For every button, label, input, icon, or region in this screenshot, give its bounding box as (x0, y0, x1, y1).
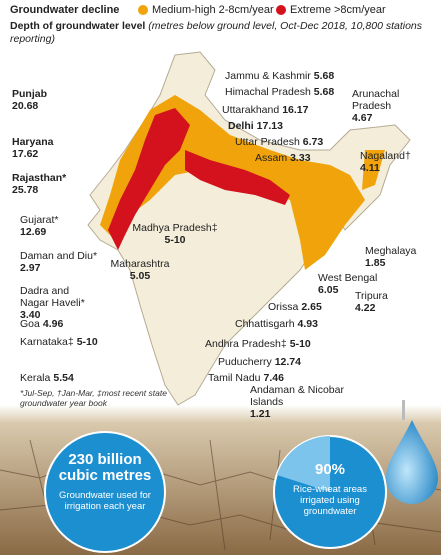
state-value: 25.78 (12, 184, 39, 196)
islands (402, 400, 405, 420)
state-name: Dadra and Nagar Haveli* (20, 285, 85, 309)
state-name: Arunachal Pradesh (352, 88, 400, 112)
state-name: Chhattisgarh (235, 318, 295, 330)
state-value: 17.13 (256, 120, 283, 132)
state-name: Delhi (228, 120, 254, 132)
state-name: Nagaland† (360, 150, 411, 162)
state-name: Assam (255, 152, 288, 164)
state-value: 4.11 (360, 162, 380, 174)
state-value: 20.68 (12, 100, 39, 112)
region (185, 150, 290, 205)
state-name: Rajasthan* (12, 172, 67, 184)
state-value: 5.05 (129, 270, 151, 282)
state-value: 17.62 (12, 148, 39, 160)
legend-label: Medium-high 2-8cm/year (152, 4, 274, 16)
state-name: Madhya Pradesh‡ (132, 222, 218, 234)
state-name: Andhra Pradesh‡ (205, 338, 287, 350)
legend-title: Groundwater decline (10, 4, 120, 16)
legend-label: Extreme >8cm/year (290, 4, 386, 16)
footnote: *Jul-Sep, †Jan-Mar, ‡most recent state g… (20, 388, 167, 408)
subtitle-italic: (metres below ground level, Oct-Dec 2018… (10, 20, 423, 45)
state-value: 5.68 (313, 70, 335, 82)
state-name: Meghalaya (365, 245, 417, 257)
stat-value: 90% (314, 461, 346, 478)
state-value: 7.46 (263, 372, 284, 384)
state-name: Uttar Pradesh (235, 136, 300, 148)
stat-value: 230 billion cubic metres (58, 451, 152, 484)
state-value: 4.22 (355, 302, 376, 314)
state-value: 5.54 (53, 372, 74, 384)
state-name: Uttarakhand (222, 104, 280, 116)
state-name: Karnataka‡ (20, 336, 74, 348)
state-value: 5-10 (76, 336, 98, 348)
pie-wedge (277, 436, 330, 492)
stat-circle (44, 431, 166, 553)
state-value: 6.73 (302, 136, 324, 148)
state-value: 12.69 (20, 226, 47, 238)
state-name: Andaman & Nicobar Islands (250, 384, 344, 408)
state-value: 3.40 (20, 309, 41, 321)
state-value: 5-10 (289, 338, 311, 350)
water-drop (386, 420, 438, 504)
stat-text: Groundwater used for irrigation each yea… (59, 490, 151, 512)
state-name: Goa (20, 318, 40, 330)
state-name: Himachal Pradesh (225, 86, 311, 98)
state-value: 1.85 (365, 257, 386, 269)
stat: 230 billion cubic metres Groundwater use… (55, 451, 155, 513)
state-value: 5.68 (313, 86, 335, 98)
state-value: 6.05 (318, 284, 339, 296)
state-value: 3.33 (290, 152, 311, 164)
state-value: 2.97 (20, 262, 41, 274)
state-value: 2.65 (301, 301, 322, 313)
state-value: 5-10 (164, 234, 186, 246)
state-value: 4.96 (42, 318, 64, 330)
state-name: Tripura (355, 290, 388, 302)
state-name: Orissa (268, 301, 299, 313)
region (362, 150, 385, 190)
legend-swatch (276, 5, 286, 15)
legend-swatch (138, 5, 148, 15)
stat-text: Rice-wheat areas irrigated using groundw… (293, 484, 367, 517)
state-name: Kerala (20, 372, 51, 384)
state-value: 12.74 (274, 356, 301, 368)
subtitle: Depth of groundwater level (metres below… (10, 20, 430, 46)
legend-item: Medium-high 2-8cm/year (138, 4, 274, 16)
region (108, 108, 190, 250)
state-name: Tamil Nadu (208, 372, 261, 384)
state-name: Maharashtra (110, 258, 170, 270)
decline-regions (100, 95, 385, 270)
state-name: Puducherry (218, 356, 272, 368)
state-name: West Bengal (318, 272, 378, 284)
subtitle-bold: Depth of groundwater level (10, 20, 146, 32)
legend-item: Extreme >8cm/year (276, 4, 386, 16)
state-value: 4.93 (297, 318, 318, 330)
state-name: Haryana (12, 136, 54, 148)
state-value: 16.17 (282, 104, 309, 116)
stat: 90% Rice-wheat areas irrigated using gro… (282, 461, 378, 518)
state-name: Punjab (12, 88, 48, 100)
state-name: Jammu & Kashmir (225, 70, 311, 82)
state-value: 4.67 (352, 112, 373, 124)
state-name: Gujarat* (20, 214, 59, 226)
state-name: Daman and Diu* (20, 250, 98, 262)
state-value: 1.21 (250, 408, 271, 420)
